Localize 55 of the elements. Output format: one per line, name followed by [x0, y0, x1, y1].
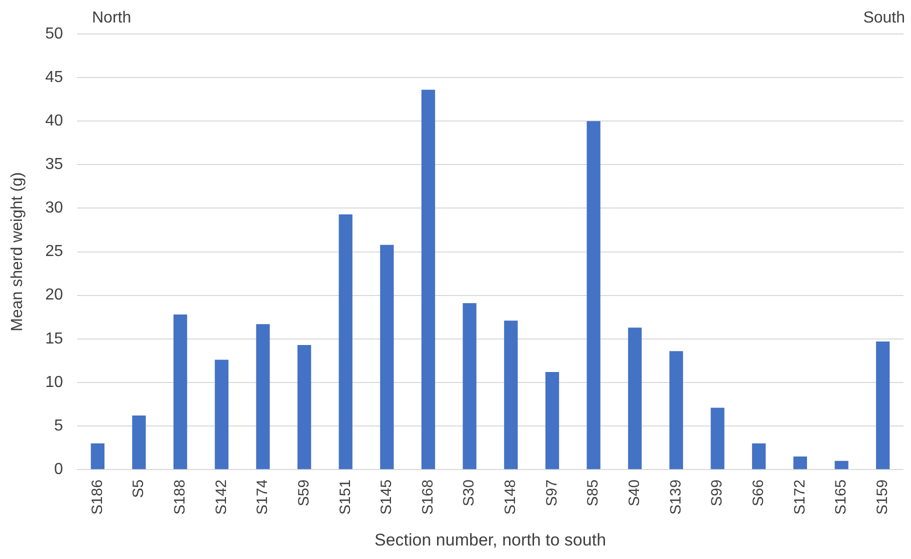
- y-tick-label: 20: [45, 286, 64, 304]
- x-tick-label: S59: [295, 480, 312, 506]
- text: South: [863, 9, 905, 26]
- x-tick-label: S139: [667, 480, 684, 515]
- bar: [338, 214, 352, 470]
- y-tick-label: 50: [45, 25, 64, 42]
- x-tick-label: S168: [419, 480, 436, 515]
- bar: [256, 324, 270, 470]
- x-tick-label: S40: [626, 480, 644, 506]
- bar: [421, 90, 436, 470]
- x-tick-label: S5: [130, 480, 148, 498]
- y-tick-label: 35: [45, 156, 64, 174]
- x-tick-label: S99: [708, 480, 726, 506]
- y-tick-label: 40: [45, 112, 64, 130]
- bar: [586, 121, 600, 470]
- x-tick-label: S97: [543, 480, 560, 506]
- bar: [545, 372, 560, 470]
- bar: [214, 360, 228, 470]
- bar: [297, 344, 312, 470]
- y-tick-label: 10: [45, 374, 64, 391]
- x-tick-label: S148: [502, 480, 520, 515]
- bar: [669, 351, 684, 470]
- bar: [710, 408, 724, 470]
- x-tick-label: S174: [254, 480, 272, 515]
- x-tick-label: S66: [750, 480, 768, 506]
- x-tick-label: S188: [171, 480, 188, 515]
- y-tick-label: 25: [45, 243, 64, 260]
- x-tick-label: S165: [832, 480, 850, 515]
- x-tick-label: S142: [212, 480, 230, 515]
- x-tick-label: S30: [460, 480, 478, 506]
- y-tick-label: 0: [54, 460, 64, 478]
- bar: [173, 314, 188, 470]
- bar: [834, 460, 848, 470]
- x-tick-label: S186: [88, 480, 106, 515]
- bar: [132, 416, 146, 470]
- bar: [628, 328, 642, 470]
- y-tick-label: 5: [54, 417, 64, 434]
- y-tick-label: 45: [45, 68, 64, 86]
- y-tick-label: 15: [45, 330, 64, 348]
- bar: [380, 244, 394, 470]
- x-tick-label: S151: [336, 480, 354, 515]
- y-tick-label: 30: [45, 200, 64, 217]
- bar: [90, 443, 104, 470]
- x-tick-label: S172: [791, 480, 808, 515]
- bar: [752, 443, 766, 470]
- bar: [504, 320, 518, 470]
- bar: [462, 303, 476, 470]
- x-tick-label: S145: [378, 480, 396, 515]
- bar: [793, 456, 808, 470]
- text: North: [92, 9, 132, 26]
- x-tick-label: S159: [874, 480, 891, 515]
- y-axis-title: Mean sherd weight (g): [9, 172, 26, 332]
- x-tick-label: S85: [584, 480, 602, 506]
- bar: [876, 342, 890, 470]
- x-axis-title: Section number, north to south: [374, 530, 606, 550]
